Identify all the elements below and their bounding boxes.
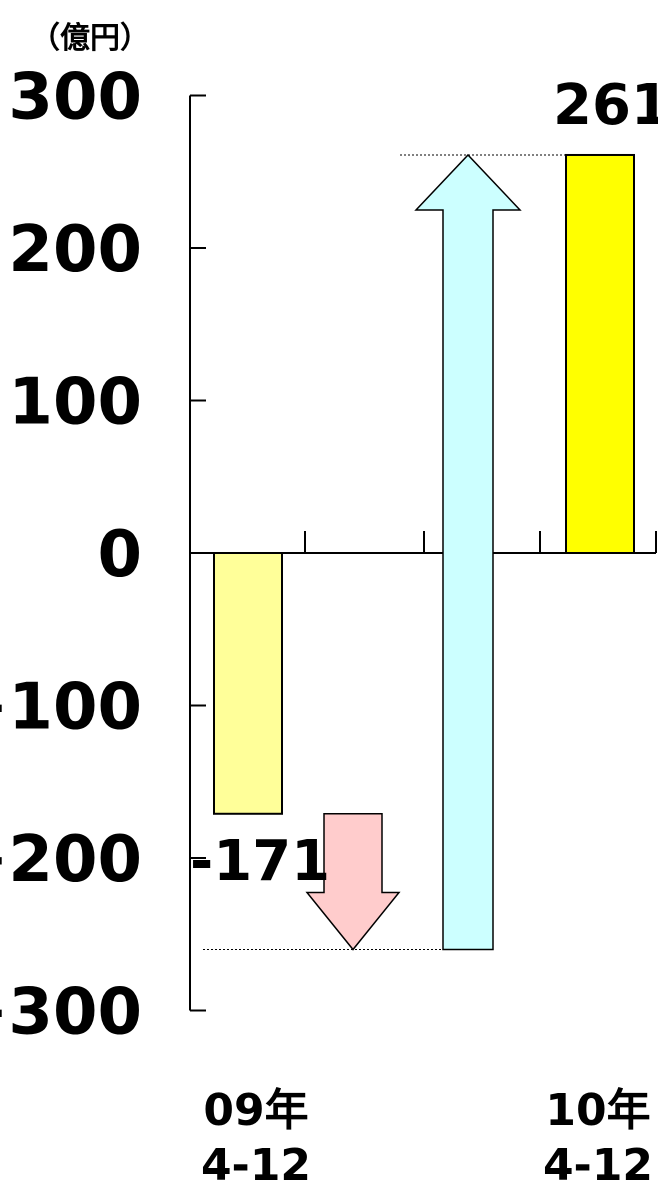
- bar-value-label-2009: -171: [190, 829, 330, 894]
- y-tick-label: 0: [97, 518, 142, 592]
- category-label-2010-line1: 10年: [545, 1085, 650, 1136]
- category-label-2009-line2: 4-12: [201, 1140, 311, 1185]
- category-label-2010-line2: 4-12: [543, 1140, 653, 1185]
- unit-label: （億円）: [30, 21, 150, 56]
- decrease-arrow: [305, 813, 401, 951]
- y-tick-label: 300: [8, 61, 142, 135]
- y-tick-label: −100: [0, 671, 142, 745]
- bar-2010: [565, 153, 635, 554]
- chart-labels: -171 261 09年 4-12 10年 4-12: [190, 73, 658, 1185]
- y-tick-label: 200: [8, 213, 142, 287]
- bar-value-label-2010: 261: [553, 73, 658, 138]
- bar-2009: [213, 552, 283, 815]
- chart-marks: [203, 153, 636, 951]
- increase-arrow: [414, 153, 522, 951]
- category-label-2009-line1: 09年: [203, 1085, 308, 1136]
- y-tick-label: −300: [0, 976, 142, 1050]
- y-tick-label: −200: [0, 823, 142, 897]
- y-axis-ticks: 300 200 100 0 −100 −200 −300: [0, 61, 657, 1050]
- y-tick-label: 100: [8, 366, 142, 440]
